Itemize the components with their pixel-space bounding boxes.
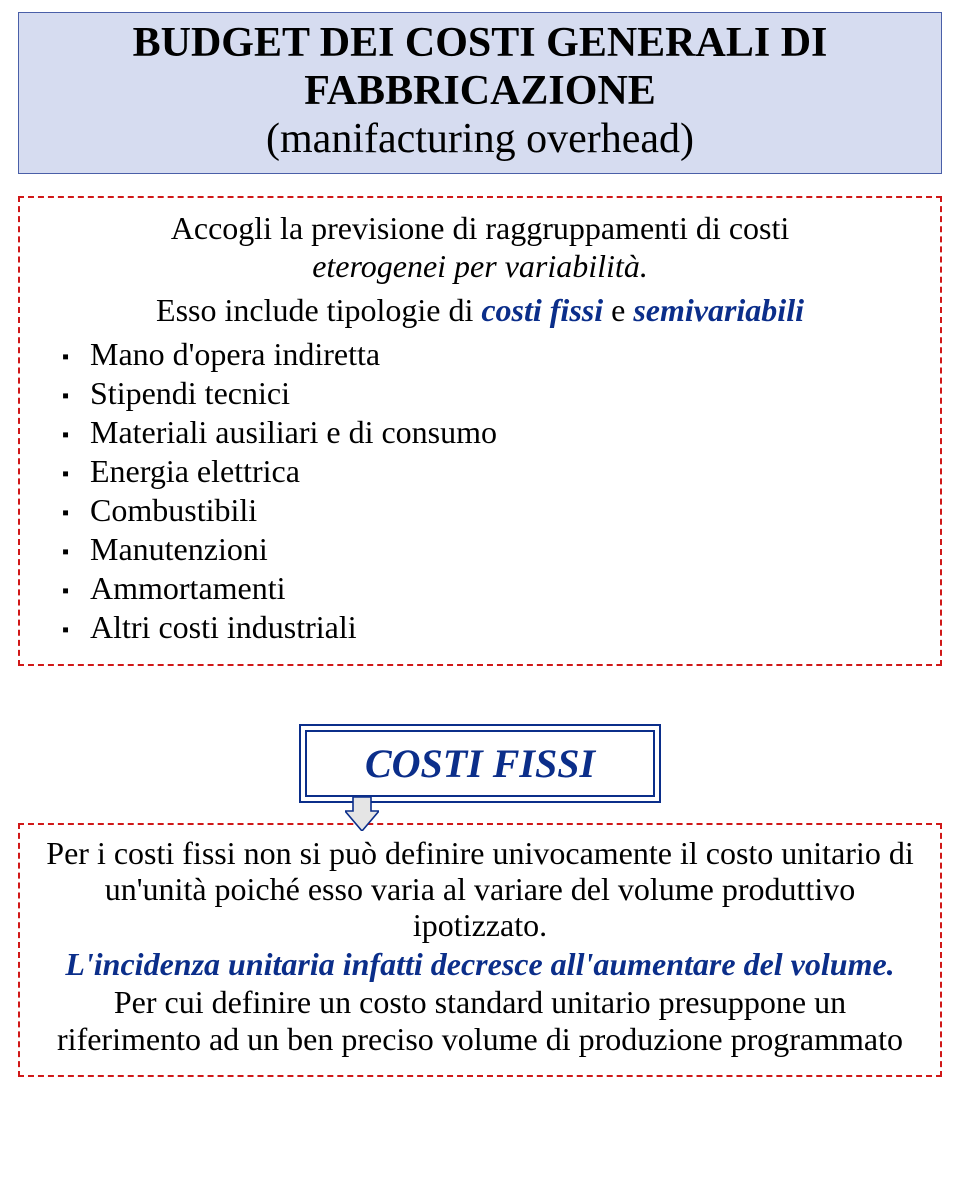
callout: COSTI FISSI xyxy=(305,730,655,797)
title-box: BUDGET DEI COSTI GENERALI DI FABBRICAZIO… xyxy=(18,12,942,174)
intro2-span2: semivariabili xyxy=(633,292,804,328)
callout-label: COSTI FISSI xyxy=(365,741,595,786)
intro-line-2: eterogenei per variabilità. xyxy=(48,248,912,286)
para-2-emphasis: L'incidenza unitaria infatti decresce al… xyxy=(38,946,922,982)
list-item: Ammortamenti xyxy=(62,569,912,608)
intro2-span1: costi fissi xyxy=(481,292,603,328)
list-item: Materiali ausiliari e di consumo xyxy=(62,413,912,452)
title-line-3: (manifacturing overhead) xyxy=(29,115,931,163)
intro-line-1: Accogli la previsione di raggruppamenti … xyxy=(48,210,912,248)
intro2-text: Esso include tipologie di costi fissi e … xyxy=(48,292,912,330)
content-box-1: Accogli la previsione di raggruppamenti … xyxy=(18,196,942,666)
list-item: Manutenzioni xyxy=(62,530,912,569)
callout-box: COSTI FISSI xyxy=(305,730,655,797)
para-3: Per cui definire un costo standard unita… xyxy=(38,984,922,1057)
intro2-mid: e xyxy=(603,292,633,328)
list-item: Stipendi tecnici xyxy=(62,374,912,413)
title-line-2: FABBRICAZIONE xyxy=(29,67,931,115)
down-arrow-icon xyxy=(345,797,379,831)
content-box-2: Per i costi fissi non si può definire un… xyxy=(18,823,942,1078)
title-line-1: BUDGET DEI COSTI GENERALI DI xyxy=(29,19,931,67)
callout-wrapper: COSTI FISSI xyxy=(18,730,942,797)
intro-text: Accogli la previsione di raggruppamenti … xyxy=(48,210,912,286)
intro2-prefix: Esso include tipologie di xyxy=(156,292,481,328)
list-item: Mano d'opera indiretta xyxy=(62,335,912,374)
list-item: Altri costi industriali xyxy=(62,608,912,647)
bullet-list: Mano d'opera indiretta Stipendi tecnici … xyxy=(48,335,912,647)
list-item: Combustibili xyxy=(62,491,912,530)
list-item: Energia elettrica xyxy=(62,452,912,491)
para-1: Per i costi fissi non si può definire un… xyxy=(38,835,922,944)
